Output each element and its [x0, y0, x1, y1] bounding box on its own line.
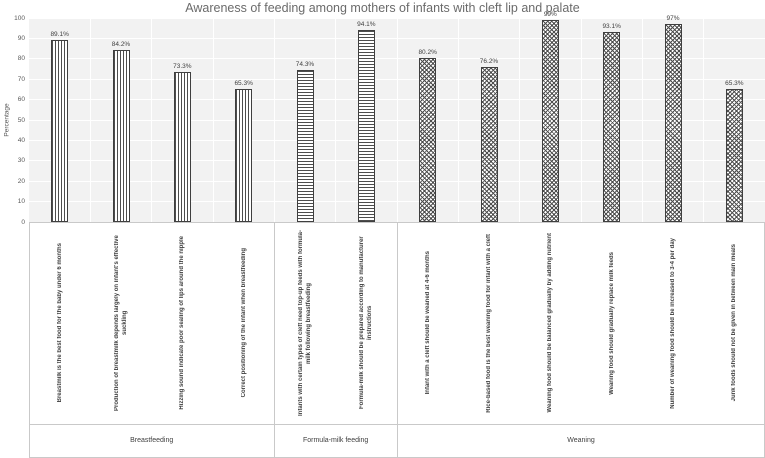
v-gridline [457, 18, 459, 222]
group-divider [273, 222, 275, 457]
bar-value-label: 73.3% [173, 63, 192, 71]
v-gridline [580, 18, 582, 222]
y-tick-label: 50 [17, 116, 25, 124]
category-label-text: Junk foods should not be given in betwee… [731, 244, 738, 402]
v-gridline [396, 18, 398, 222]
bar [51, 40, 69, 222]
category-label: Weaning food should gradually replace mi… [581, 224, 642, 422]
category-label-text: Weaning food should gradually replace mi… [608, 251, 615, 395]
bar-value-label: 99% [543, 11, 557, 19]
bar-value-label: 74.3% [295, 61, 315, 69]
v-gridline [212, 18, 214, 222]
bar [725, 88, 743, 222]
v-gridline [151, 18, 153, 222]
group-label: Formula-milk feeding [302, 437, 369, 444]
bar-value-label: 84.2% [111, 41, 131, 49]
bar-value-label: 65.3% [234, 79, 253, 87]
group-label: Breastfeeding [130, 437, 174, 444]
group-label: Weaning [567, 437, 595, 444]
bar [357, 30, 375, 222]
bar [480, 66, 498, 222]
y-tick-label: 80 [17, 55, 25, 63]
category-label-text: Infant with a cleft should be weaned at … [424, 251, 431, 395]
y-tick-label: 10 [17, 198, 25, 206]
category-label-text: Correct positioning of the infant when b… [240, 248, 247, 398]
group-divider [28, 222, 30, 457]
bar [173, 72, 191, 222]
y-tick-label: 60 [17, 96, 25, 104]
bar-value-label: 94.1% [357, 21, 376, 29]
x-axis-line [29, 222, 765, 223]
category-label-text: Production of breastmilk depends largely… [113, 235, 128, 411]
y-tick-label: 90 [17, 34, 25, 42]
category-label-text: Breastmilk is the best food for the baby… [56, 243, 63, 403]
bar [664, 24, 682, 222]
category-label-text: Number of weaning food should be increas… [669, 237, 676, 409]
category-label: Infant with a cleft should be weaned at … [397, 224, 458, 422]
v-gridline [519, 18, 521, 222]
v-gridline [703, 18, 705, 222]
category-label-text: Weaning food should be balanced graduall… [547, 233, 554, 413]
category-label: Hizzing sound indicate poor sealing of l… [152, 224, 213, 422]
bar [419, 58, 437, 222]
category-label: Breastmilk is the best food for the baby… [29, 224, 90, 422]
y-tick-label: 70 [17, 75, 25, 83]
category-label-text: Infants with certain types of cleft need… [297, 230, 312, 417]
category-label: Formula-milk should be prepared accordin… [336, 224, 397, 422]
bar [541, 20, 559, 222]
category-label: Junk foods should not be given in betwee… [704, 224, 765, 422]
plot-area [29, 17, 765, 222]
bar [603, 32, 621, 222]
bar-value-label: 65.3% [725, 79, 744, 87]
group-divider [396, 222, 398, 457]
category-label: Production of breastmilk depends largely… [90, 224, 151, 422]
chart-title: Awareness of feeding among mothers of in… [185, 1, 580, 15]
category-label: Correct positioning of the infant when b… [213, 224, 274, 422]
label-divider [29, 424, 765, 425]
category-label: Rice-based food is the best weaning food… [458, 224, 519, 422]
y-tick-label: 30 [17, 157, 25, 165]
bar [235, 88, 253, 222]
category-label-text: Hizzing sound indicate poor sealing of l… [179, 236, 186, 410]
bar-value-label: 93.1% [602, 23, 621, 31]
category-label: Weaning food should be balanced graduall… [520, 224, 581, 422]
category-label: Infants with certain types of cleft need… [274, 224, 335, 422]
v-gridline [273, 18, 275, 222]
v-gridline [641, 18, 643, 222]
y-tick-label: 40 [17, 136, 25, 144]
y-tick-label: 100 [14, 14, 25, 22]
category-label-text: Formula-milk should be prepared accordin… [359, 236, 374, 410]
bar-value-label: 80.2% [418, 49, 437, 57]
bar-value-label: 76.2% [479, 57, 499, 65]
bar [296, 70, 314, 222]
category-label-text: Rice-based food is the best weaning food… [485, 233, 492, 413]
bar-value-label: 97% [666, 15, 680, 23]
bar-value-label: 89.1% [50, 31, 69, 39]
y-tick-label: 0 [21, 218, 25, 226]
bar [112, 50, 130, 222]
v-gridline [89, 18, 91, 222]
v-gridline [335, 18, 337, 222]
category-label: Number of weaning food should be increas… [642, 224, 703, 422]
y-tick-label: 20 [17, 177, 25, 185]
